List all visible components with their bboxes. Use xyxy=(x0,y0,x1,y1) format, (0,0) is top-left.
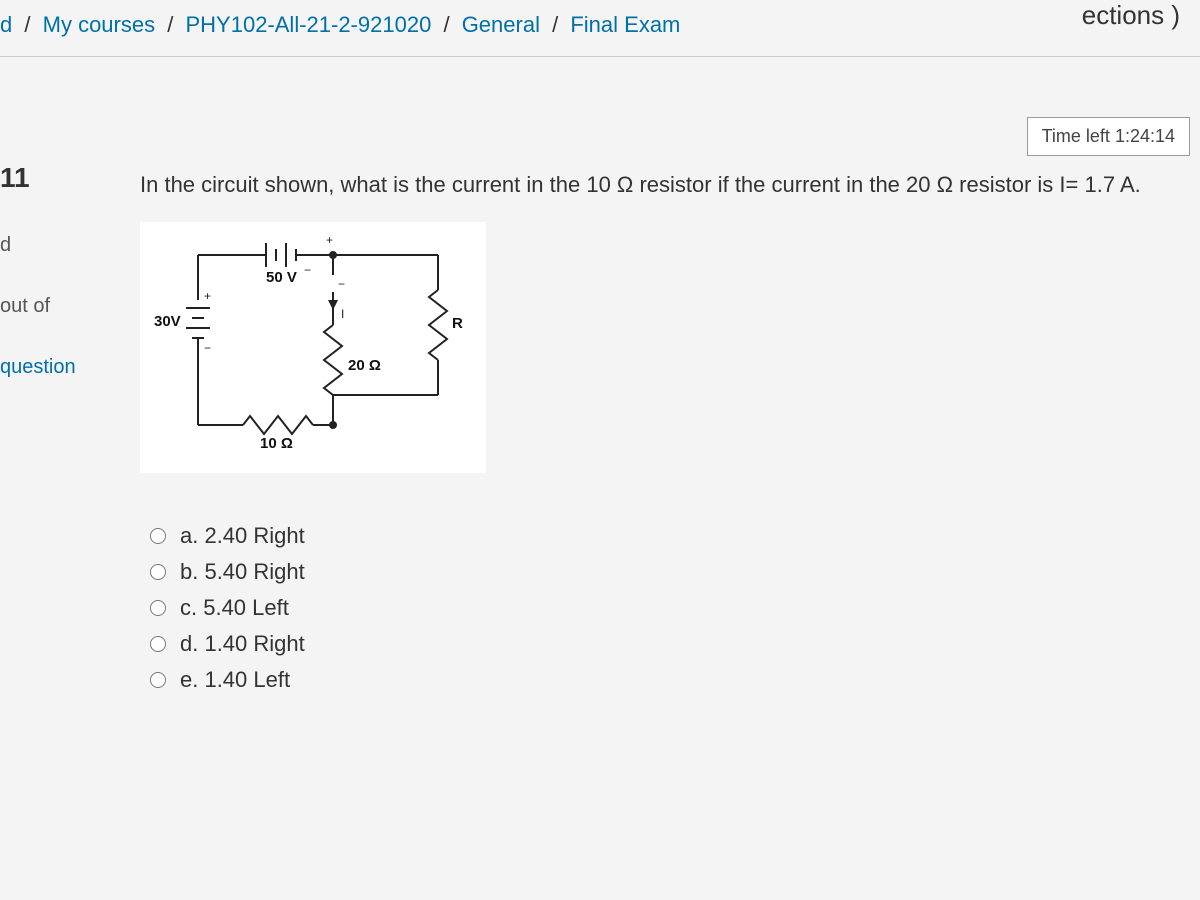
answer-option-e[interactable]: e. 1.40 Left xyxy=(150,667,1200,693)
minus-50v: − xyxy=(304,263,311,277)
circuit-diagram: 50 V 30V 20 Ω 10 Ω R I + − + − − xyxy=(140,222,486,473)
answer-label-c: c. 5.40 Left xyxy=(180,595,289,621)
breadcrumb-item-dashboard[interactable]: d xyxy=(0,12,12,37)
time-left-box: Time left 1:24:14 xyxy=(1027,117,1190,156)
sidebar-answered-state: d xyxy=(0,234,110,257)
question-number: 11 xyxy=(0,162,110,194)
question-content: In the circuit shown, what is the curren… xyxy=(140,162,1200,703)
label-50v: 50 V xyxy=(266,269,297,286)
answer-label-b: b. 5.40 Right xyxy=(180,559,305,585)
question-text: In the circuit shown, what is the curren… xyxy=(140,168,1160,202)
answer-label-a: a. 2.40 Right xyxy=(180,523,305,549)
breadcrumb-sep: / xyxy=(167,12,173,37)
radio-a[interactable] xyxy=(150,528,166,544)
label-i-arrow: I xyxy=(341,307,344,321)
answer-option-d[interactable]: d. 1.40 Right xyxy=(150,631,1200,657)
radio-b[interactable] xyxy=(150,564,166,580)
label-10ohm: 10 Ω xyxy=(260,435,293,452)
answer-option-b[interactable]: b. 5.40 Right xyxy=(150,559,1200,585)
question-sidebar: 11 d out of question xyxy=(0,162,110,703)
radio-d[interactable] xyxy=(150,636,166,652)
answer-label-d: d. 1.40 Right xyxy=(180,631,305,657)
minus-30v: − xyxy=(204,341,211,355)
sections-header-partial: ections ) xyxy=(1082,0,1180,31)
answer-options: a. 2.40 Right b. 5.40 Right c. 5.40 Left… xyxy=(150,523,1200,693)
radio-c[interactable] xyxy=(150,600,166,616)
breadcrumb-item-exam[interactable]: Final Exam xyxy=(570,12,680,37)
breadcrumb: d / My courses / PHY102-All-21-2-921020 … xyxy=(0,0,1200,57)
plus-50v-top: + xyxy=(326,233,333,247)
label-20ohm: 20 Ω xyxy=(348,357,381,374)
breadcrumb-item-mycourses[interactable]: My courses xyxy=(43,12,155,37)
answer-label-e: e. 1.40 Left xyxy=(180,667,290,693)
breadcrumb-item-course[interactable]: PHY102-All-21-2-921020 xyxy=(185,12,431,37)
answer-option-a[interactable]: a. 2.40 Right xyxy=(150,523,1200,549)
breadcrumb-sep: / xyxy=(552,12,558,37)
breadcrumb-item-general[interactable]: General xyxy=(462,12,540,37)
answer-option-c[interactable]: c. 5.40 Left xyxy=(150,595,1200,621)
label-r: R xyxy=(452,315,463,332)
minus-node: − xyxy=(338,277,345,291)
plus-30v: + xyxy=(204,289,211,303)
flag-question-link[interactable]: question xyxy=(0,356,76,378)
breadcrumb-sep: / xyxy=(24,12,30,37)
sidebar-marks-outof: out of xyxy=(0,295,110,318)
radio-e[interactable] xyxy=(150,672,166,688)
breadcrumb-sep: / xyxy=(443,12,449,37)
label-30v: 30V xyxy=(154,313,181,330)
